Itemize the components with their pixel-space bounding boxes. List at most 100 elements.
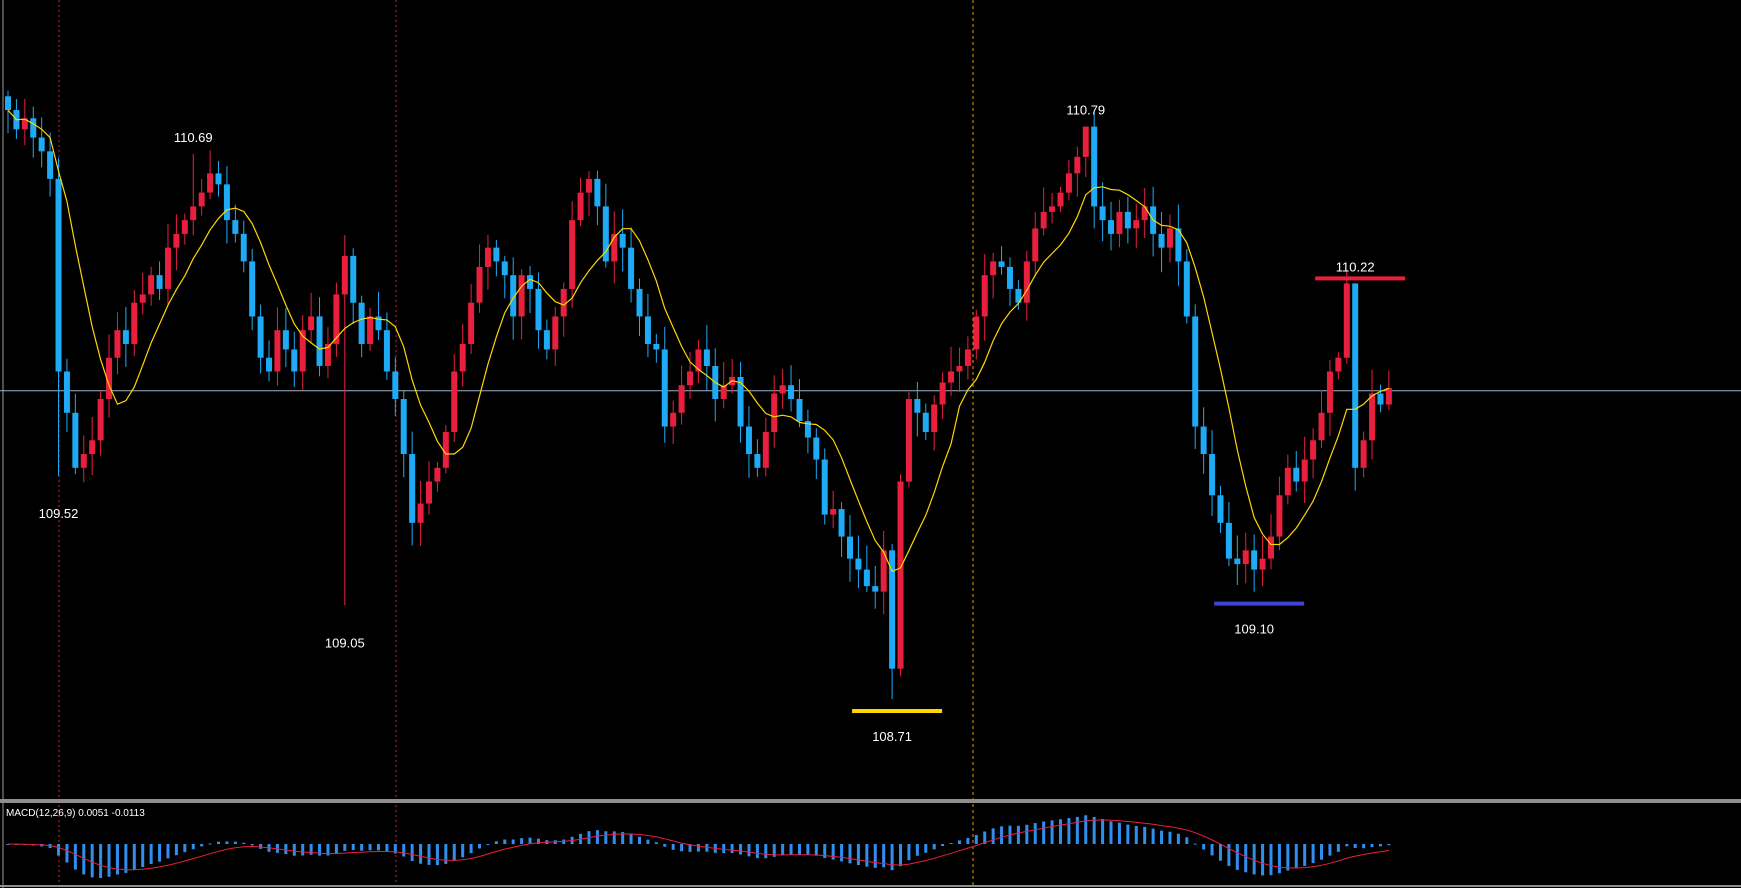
candle-body: [779, 385, 786, 394]
candle-body: [838, 509, 845, 537]
swing-labels-group: 110.69 109.52 109.05 108.71 110.79 109.10 110.…: [39, 103, 1375, 744]
candle-body: [89, 440, 96, 455]
candle-body: [1268, 536, 1274, 559]
macd-bar: [848, 844, 852, 864]
candle-body: [173, 233, 180, 248]
candle-body: [80, 454, 87, 468]
macd-bar: [1362, 844, 1366, 849]
candle-body: [703, 349, 710, 366]
macd-bar: [200, 844, 204, 847]
candle-body: [990, 261, 997, 276]
candle-body: [1175, 228, 1182, 262]
macd-bar: [629, 834, 633, 844]
candle-body: [695, 349, 702, 372]
candle-body: [181, 220, 188, 234]
candle-body: [1293, 467, 1300, 482]
candle-body: [291, 349, 298, 372]
candle-body: [190, 206, 197, 221]
candle-body: [198, 192, 205, 207]
candle-body: [1006, 266, 1013, 289]
candle-body: [223, 184, 230, 221]
candle-body: [55, 178, 62, 372]
swing-label: 109.52: [39, 506, 79, 521]
macd-bar: [1126, 824, 1130, 844]
macd-bar: [1378, 844, 1382, 847]
candle-body: [207, 173, 214, 193]
candle-body: [72, 412, 79, 468]
macd-bar: [840, 844, 844, 862]
candle-body: [232, 220, 239, 234]
candle-body: [484, 247, 491, 267]
candle-body: [1192, 316, 1199, 427]
macd-bar: [115, 844, 119, 875]
candle-body: [1259, 558, 1266, 570]
candle-body: [518, 275, 525, 317]
macd-bar: [739, 844, 743, 855]
macd-bar: [1134, 825, 1138, 844]
candle-body: [316, 316, 323, 366]
macd-bar: [781, 844, 785, 856]
candle-body: [400, 399, 407, 455]
candle-body: [1217, 495, 1224, 523]
macd-bar: [1227, 844, 1231, 866]
pane-separator[interactable]: [0, 799, 1741, 803]
candle-body: [939, 382, 946, 405]
candle-body: [535, 288, 542, 331]
macd-bar: [368, 844, 372, 851]
candle-body: [215, 173, 222, 185]
macd-bar: [520, 838, 524, 844]
candle-body: [1099, 206, 1106, 221]
candle-body: [585, 178, 592, 193]
candle-body: [358, 302, 365, 344]
macd-bar: [217, 841, 220, 844]
candle-body: [1040, 211, 1047, 229]
macd-bar: [1176, 833, 1180, 844]
candle-body: [964, 349, 971, 366]
macd-bar: [1193, 843, 1197, 845]
macd-bar: [1092, 816, 1096, 844]
candle-body: [341, 255, 348, 295]
candle-body: [1209, 454, 1216, 496]
macd-bar: [250, 844, 254, 846]
candle-body: [788, 385, 795, 399]
macd-bar: [814, 844, 818, 856]
candle-body: [1360, 440, 1367, 468]
macd-bar: [141, 844, 145, 868]
candle-body: [670, 412, 677, 427]
candle-body: [905, 399, 912, 482]
candle-body: [931, 404, 938, 433]
candle-body: [1183, 261, 1190, 317]
candle-body: [1091, 126, 1098, 207]
macd-bar: [873, 844, 877, 868]
candle-body: [1049, 206, 1056, 212]
candle-body: [434, 467, 441, 482]
macd-bar: [309, 844, 313, 855]
macd-bar: [343, 844, 347, 851]
macd-bar: [1050, 820, 1054, 844]
candle-body: [106, 357, 113, 399]
macd-bar: [124, 844, 128, 873]
macd-bar: [99, 844, 103, 878]
macd-bar: [1025, 824, 1029, 844]
macd-bar: [360, 844, 364, 851]
macd-bar: [797, 844, 801, 855]
macd-bar: [90, 844, 94, 878]
candle-body: [1284, 467, 1291, 496]
macd-bar: [671, 844, 675, 850]
candle-body: [38, 137, 45, 152]
macd-bar: [461, 844, 465, 858]
macd-bar: [1218, 844, 1222, 861]
macd-bar: [1067, 818, 1071, 844]
macd-bar: [334, 844, 338, 854]
candle-body: [131, 302, 138, 344]
candle-body: [1251, 550, 1258, 570]
macd-bar: [469, 844, 473, 854]
candle-body: [678, 385, 685, 413]
candle-body: [956, 365, 963, 372]
macd-bar: [166, 844, 170, 859]
macd-bar: [1345, 844, 1349, 847]
macd-bar: [663, 844, 667, 847]
candle-body: [114, 330, 121, 358]
candle-body: [863, 569, 870, 587]
